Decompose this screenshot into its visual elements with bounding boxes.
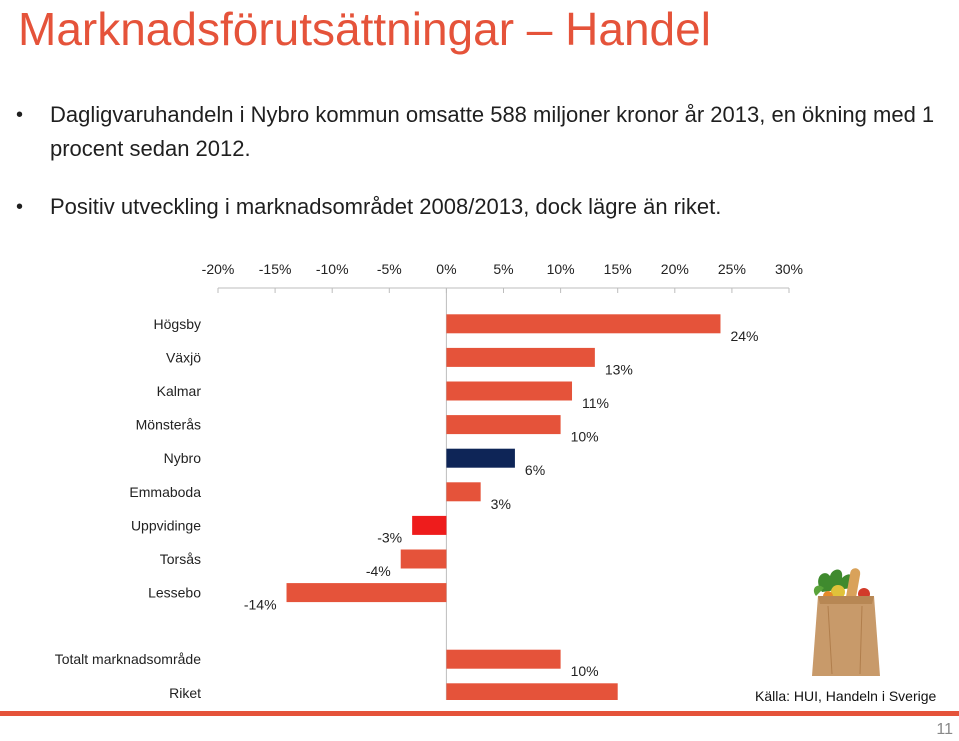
category-label: Kalmar — [157, 383, 202, 399]
bullet-text: Dagligvaruhandeln i Nybro kommun omsatte… — [50, 102, 935, 161]
bar — [446, 415, 561, 435]
bullet-text: Positiv utveckling i marknadsområdet 200… — [50, 194, 722, 219]
data-label: 11% — [582, 395, 609, 411]
grocery-bag-image — [812, 568, 880, 676]
bar — [446, 314, 721, 334]
data-label: 3% — [491, 496, 511, 512]
data-label: 6% — [525, 462, 545, 478]
x-tick-label: -5% — [377, 261, 402, 277]
x-tick-label: 0% — [436, 261, 456, 277]
bar — [446, 482, 481, 502]
x-tick-label: 15% — [604, 261, 632, 277]
bar — [446, 381, 573, 401]
x-tick-label: 20% — [661, 261, 689, 277]
bullet-item: • Positiv utveckling i marknadsområdet 2… — [14, 190, 944, 224]
page-title: Marknadsförutsättningar – Handel — [18, 3, 711, 55]
category-label: Lessebo — [148, 585, 201, 601]
category-label: Växjö — [166, 349, 201, 365]
data-label: 15% — [628, 697, 656, 700]
x-tick-label: 10% — [547, 261, 575, 277]
bullet-icon: • — [16, 104, 24, 126]
category-label: Totalt marknadsområde — [55, 651, 202, 667]
bar — [400, 549, 447, 569]
bar — [286, 583, 447, 603]
category-label: Nybro — [164, 450, 202, 466]
bar — [446, 649, 561, 669]
category-label: Högsby — [154, 316, 201, 332]
bar — [446, 347, 595, 367]
data-label: -14% — [244, 597, 277, 613]
x-tick-label: -10% — [316, 261, 349, 277]
x-tick-label: 25% — [718, 261, 746, 277]
category-label: Riket — [169, 685, 201, 700]
data-label: 24% — [730, 328, 758, 344]
data-label: -3% — [377, 529, 402, 545]
page-number: 11 — [936, 721, 953, 738]
category-label: Mönsterås — [136, 417, 201, 433]
bar — [446, 448, 515, 468]
x-tick-label: -15% — [259, 261, 292, 277]
x-tick-label: 5% — [493, 261, 513, 277]
bullet-icon: • — [16, 196, 24, 218]
data-label: 13% — [605, 361, 633, 377]
bullet-item: • Dagligvaruhandeln i Nybro kommun omsat… — [14, 98, 944, 166]
category-label: Uppvidinge — [131, 517, 201, 533]
data-label: 10% — [571, 663, 599, 679]
bottom-divider — [0, 711, 959, 716]
bar-chart: -20% -15% -10% -5% 0% 5% 10% 15% 20% 25% 30% Högsby… — [55, 261, 803, 700]
category-label: Torsås — [160, 551, 201, 567]
bar — [412, 515, 447, 535]
source-caption: Källa: HUI, Handeln i Sverige — [755, 688, 937, 704]
data-label: 10% — [571, 429, 599, 445]
category-label: Emmaboda — [129, 484, 201, 500]
bar — [446, 683, 618, 700]
data-label: -4% — [366, 563, 391, 579]
x-tick-label: -20% — [202, 261, 235, 277]
bullet-list: • Dagligvaruhandeln i Nybro kommun omsat… — [14, 98, 944, 248]
x-tick-label: 30% — [775, 261, 803, 277]
